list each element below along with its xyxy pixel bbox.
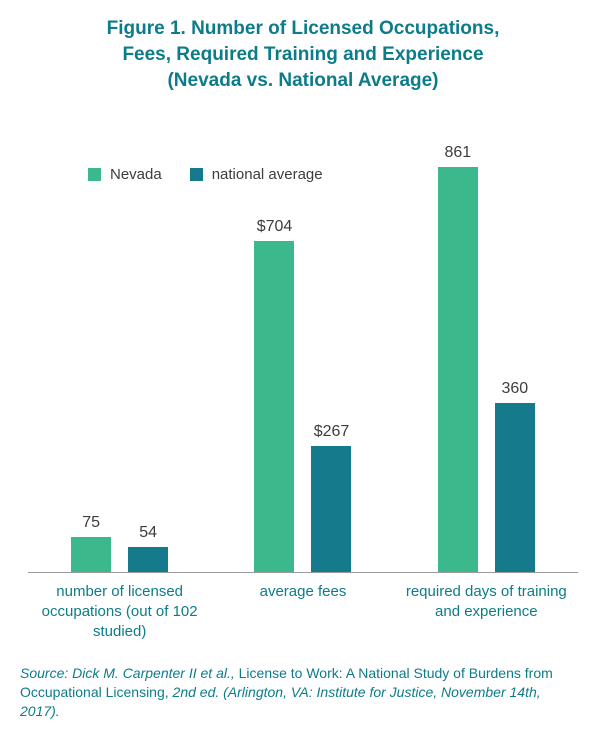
category-labels-row: number of licensed occupations (out of 1… <box>28 573 578 642</box>
figure-title-line1: Figure 1. Number of Licensed Occupations… <box>106 18 500 39</box>
category-label: average fees <box>211 573 394 642</box>
figure-title-line3: (Nevada vs. National Average) <box>167 70 439 91</box>
bar-group: 861 360 <box>395 144 578 572</box>
category-label-text: required days of training and experience <box>405 583 567 620</box>
bar <box>128 547 169 572</box>
bar-value-label: 54 <box>139 524 158 541</box>
bar-group: $704 $267 <box>211 218 394 572</box>
bar-value-label: $704 <box>256 218 293 235</box>
bar-column: 75 <box>71 514 112 572</box>
bar-chart: Nevada national average 75 54 $704 $267 861 36… <box>28 104 578 642</box>
source-note-part2: License to Work: A National Study of Bur… <box>20 665 553 700</box>
plot-area: 75 54 $704 $267 861 360 <box>28 104 578 572</box>
category-label-text: number of licensed occupations (out of 1… <box>41 583 198 640</box>
bar-group: 75 54 <box>28 514 211 572</box>
figure-title-line2: Fees, Required Training and Experience <box>122 44 484 65</box>
legend-item: national average <box>189 166 323 183</box>
category-label-text: average fees <box>259 583 347 600</box>
bar <box>437 167 478 572</box>
bar <box>254 241 295 572</box>
bar-column: 360 <box>494 380 535 572</box>
bar-column: $704 <box>254 218 295 572</box>
source-note-part1: Source: Dick M. Carpenter II et al., <box>20 665 239 681</box>
legend-swatch <box>189 168 203 181</box>
source-note-part3: 2nd ed. (Arlington, VA: Institute for Ju… <box>20 684 541 719</box>
bar <box>494 403 535 572</box>
bar <box>311 446 352 572</box>
chart-legend: Nevada national average <box>88 166 323 183</box>
figure-title: Figure 1. Number of Licensed Occupations… <box>0 0 606 94</box>
bar-column: 54 <box>128 524 169 572</box>
category-label: number of licensed occupations (out of 1… <box>28 573 211 642</box>
bar <box>71 537 112 572</box>
bar-value-label: 360 <box>501 380 529 397</box>
bar-value-label: 861 <box>444 144 472 161</box>
bar-column: $267 <box>311 423 352 572</box>
legend-item: Nevada <box>88 166 162 183</box>
bar-column: 861 <box>437 144 478 572</box>
legend-label: Nevada <box>110 166 162 183</box>
bar-value-label: 75 <box>82 514 101 531</box>
bar-value-label: $267 <box>313 423 350 440</box>
source-note: Source: Dick M. Carpenter II et al., Lic… <box>20 664 578 721</box>
legend-label: national average <box>211 166 323 183</box>
legend-swatch <box>88 168 101 181</box>
x-axis-line <box>28 572 578 573</box>
category-label: required days of training and experience <box>395 573 578 642</box>
